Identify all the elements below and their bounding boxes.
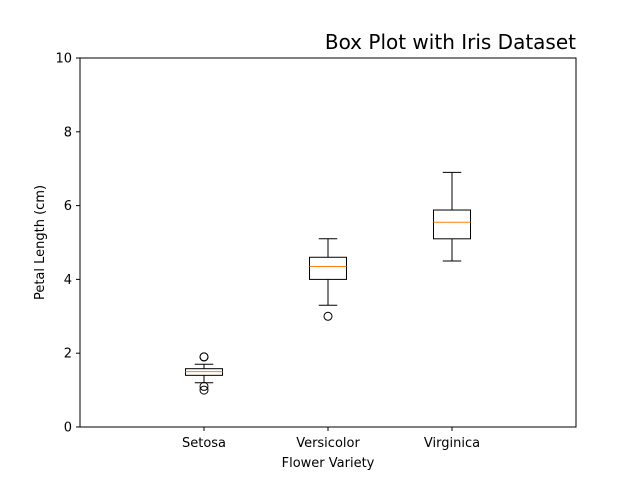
- y-tick-label: 6: [64, 199, 72, 214]
- y-tick-label: 8: [64, 125, 72, 140]
- plot-area-frame: [79, 57, 577, 428]
- outlier-point: [199, 385, 209, 395]
- outlier-point: [323, 311, 333, 321]
- chart-title: Box Plot with Iris Dataset: [325, 30, 576, 54]
- y-tick-label: 4: [64, 273, 72, 288]
- x-axis-label: Flower Variety: [282, 456, 375, 471]
- outlier-point: [199, 381, 209, 391]
- y-tick-label: 2: [64, 347, 72, 362]
- x-axis-ticks: Setosa Versicolor Virginica: [182, 427, 480, 451]
- x-tick-label: Virginica: [424, 436, 480, 451]
- box-versicolor: [309, 238, 347, 321]
- iqr-box: [433, 209, 471, 240]
- outlier-point: [199, 352, 209, 362]
- x-tick-label: Versicolor: [296, 436, 360, 451]
- y-axis-ticks: 0 2 4 6 8 10: [55, 52, 80, 436]
- y-tick-label: 10: [55, 52, 72, 67]
- y-tick-label: 0: [64, 421, 72, 436]
- box-setosa: [185, 352, 223, 395]
- y-axis-label: Petal Length (cm): [33, 185, 48, 300]
- boxes-layer: [185, 171, 471, 395]
- iqr-box: [309, 256, 347, 280]
- x-tick-label: Setosa: [182, 436, 226, 451]
- box-virginica: [433, 171, 471, 262]
